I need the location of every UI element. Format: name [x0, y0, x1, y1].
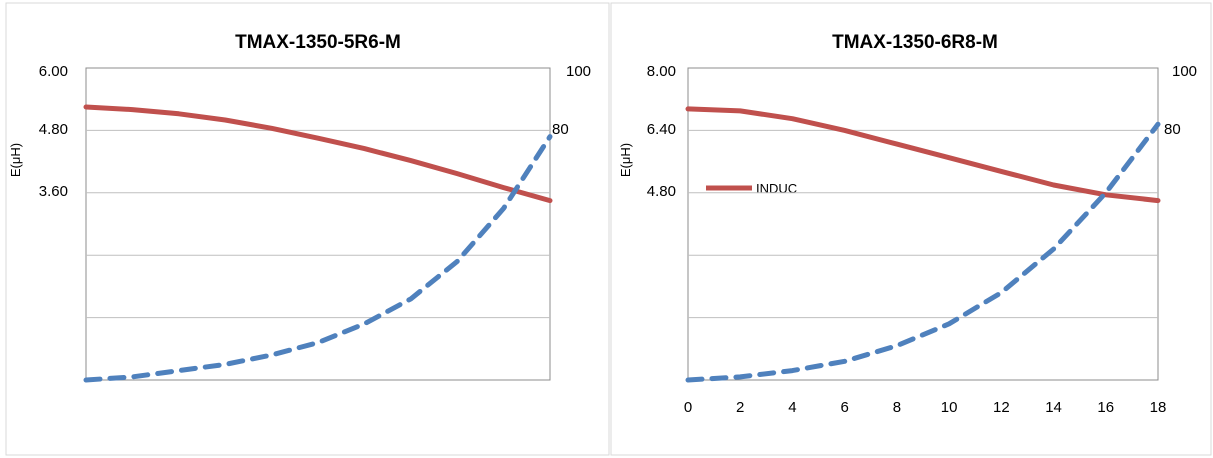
x-tick-label: 10	[941, 399, 958, 416]
y-tick-label: 4.80	[39, 121, 68, 138]
y2-tick-label: 80	[552, 121, 569, 138]
y-tick-label: 3.60	[39, 183, 68, 200]
y-axis-label: E(μH)	[618, 143, 633, 177]
chart-title: TMAX-1350-5R6-M	[235, 32, 401, 53]
y2-tick-label: 100	[566, 63, 591, 80]
x-tick-label: 6	[840, 399, 848, 416]
legend: INDUC	[706, 181, 797, 196]
y2-tick-label: 80	[1164, 121, 1181, 138]
y-tick-label: 8.00	[647, 63, 676, 80]
chart-title: TMAX-1350-6R8-M	[832, 32, 998, 53]
plot-border	[85, 67, 551, 381]
y-tick-label: 6.00	[39, 63, 68, 80]
temperature-rise-line	[83, 134, 553, 383]
chart-frame	[5, 2, 610, 456]
x-tick-label: 4	[788, 399, 796, 416]
inductance-line	[83, 104, 553, 204]
chart-tmax-1350-6r8-m: TMAX-1350-6R8-M E(μH) 8.00 6.40 4.80 100…	[610, 2, 1212, 456]
y-axis-label: E(μH)	[8, 143, 23, 177]
inductance-line	[685, 106, 1161, 204]
plot-area: 0 2 4 6 8 10 12 14 16 18	[684, 67, 1167, 416]
x-tick-label: 8	[893, 399, 901, 416]
y-tick-label: 6.40	[647, 121, 676, 138]
temperature-rise-line	[685, 121, 1161, 383]
x-tick-label: 14	[1045, 399, 1062, 416]
y-tick-label: 4.80	[647, 183, 676, 200]
chart-frame	[610, 2, 1212, 456]
plot-border	[687, 67, 1159, 381]
x-tick-label: 2	[736, 399, 744, 416]
y2-tick-label: 100	[1172, 63, 1197, 80]
x-tick-label: 18	[1150, 399, 1167, 416]
x-tick-label: 16	[1097, 399, 1114, 416]
plot-area	[83, 67, 553, 383]
x-tick-label: 0	[684, 399, 692, 416]
legend-label: INDUC	[756, 181, 797, 196]
x-tick-label: 12	[993, 399, 1010, 416]
chart-tmax-1350-5r6-m: TMAX-1350-5R6-M E(μH) 6.00 4.80 3.60 100…	[5, 2, 610, 456]
